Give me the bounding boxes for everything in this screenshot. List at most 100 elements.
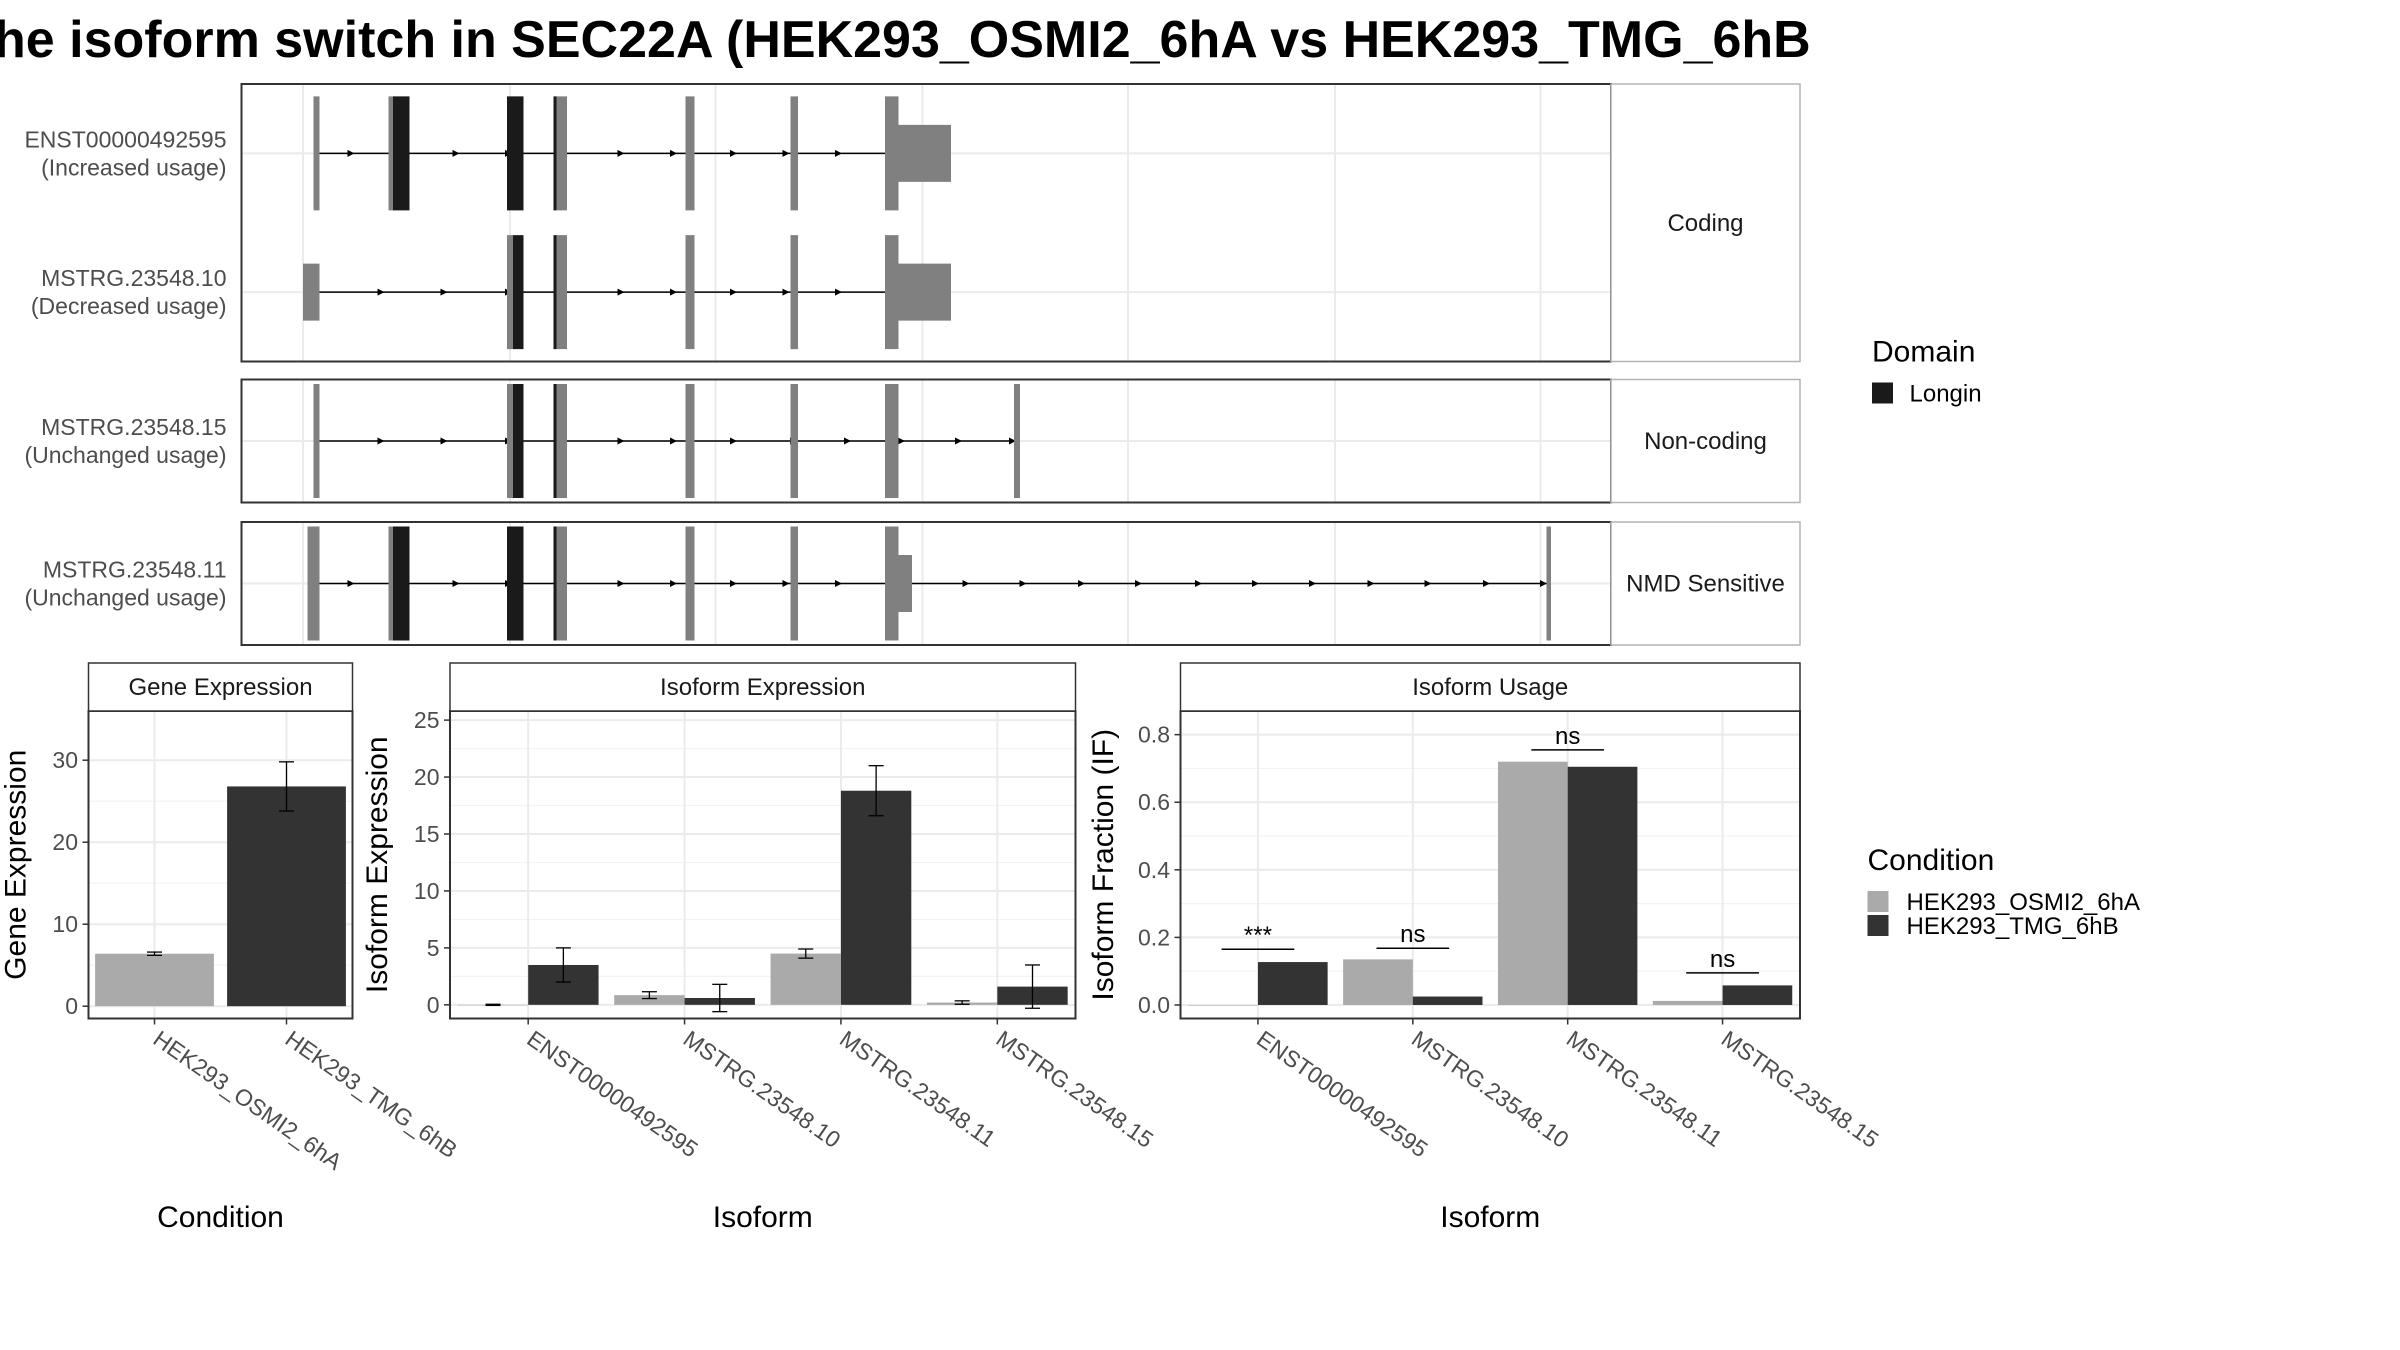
transcript-usage-label: (Decreased usage) bbox=[31, 293, 227, 319]
bar bbox=[770, 953, 841, 1005]
exon-block bbox=[898, 555, 912, 612]
legend-swatch bbox=[1867, 891, 1889, 912]
bar bbox=[614, 995, 685, 1005]
exon-block bbox=[388, 526, 395, 641]
y-axis-title: Gene Expression bbox=[0, 750, 33, 980]
direction-arrow bbox=[835, 149, 842, 157]
direction-arrow bbox=[955, 437, 962, 445]
domain-exon bbox=[513, 235, 524, 350]
y-tick-label: 0 bbox=[427, 992, 440, 1018]
exon-block bbox=[556, 526, 567, 641]
exon-block bbox=[885, 384, 899, 498]
y-tick-label: 0.0 bbox=[1138, 992, 1170, 1018]
exon-block bbox=[303, 263, 320, 321]
direction-arrow bbox=[1367, 580, 1375, 587]
facet-strip bbox=[1610, 83, 1801, 363]
y-tick-label: 20 bbox=[52, 829, 78, 855]
structure-panel: MSTRG.23548.15(Unchanged usage) Non-codin… bbox=[24, 378, 1801, 504]
domain-exon bbox=[513, 384, 524, 498]
direction-arrow bbox=[1078, 580, 1085, 587]
domain-exon bbox=[553, 235, 557, 350]
direction-arrow bbox=[670, 288, 677, 296]
bar bbox=[227, 786, 346, 1007]
direction-arrow bbox=[962, 580, 970, 587]
direction-arrow bbox=[1135, 580, 1142, 587]
y-tick-label: 0 bbox=[65, 993, 78, 1019]
transcript-track bbox=[313, 384, 1020, 498]
domain-exon bbox=[553, 384, 557, 498]
y-axis-title: Isoform Fraction (IF) bbox=[1087, 729, 1120, 1001]
direction-arrow bbox=[1483, 580, 1490, 587]
direction-arrow bbox=[730, 580, 737, 587]
facet-strip-label: Isoform Usage bbox=[1412, 674, 1568, 701]
direction-arrow bbox=[617, 437, 625, 445]
facet-strip-label: NMD Sensitive bbox=[1626, 571, 1785, 598]
x-tick-label: MSTRG.23548.10 bbox=[1407, 1025, 1574, 1153]
exon-block bbox=[685, 526, 695, 641]
x-tick-label: MSTRG.23548.11 bbox=[1562, 1025, 1727, 1152]
bar bbox=[840, 790, 912, 1005]
x-tick-label: ENST00000492595 bbox=[1252, 1025, 1432, 1162]
exon-block bbox=[898, 124, 951, 182]
bar bbox=[1722, 985, 1793, 1005]
direction-arrow bbox=[730, 149, 737, 157]
bar bbox=[1497, 761, 1568, 1005]
exon-block bbox=[685, 96, 695, 211]
y-tick-label: 0.4 bbox=[1138, 857, 1170, 883]
y-tick-label: 15 bbox=[414, 821, 440, 847]
direction-arrow bbox=[1309, 580, 1316, 587]
structure-panel: MSTRG.23548.11(Unchanged usage) NMD Sensi… bbox=[24, 521, 1801, 646]
y-tick-label: 10 bbox=[414, 878, 440, 904]
direction-arrow bbox=[440, 288, 448, 296]
legend-title: Condition bbox=[1868, 844, 1995, 877]
bar bbox=[1343, 959, 1413, 1005]
direction-arrow bbox=[730, 437, 737, 445]
bar bbox=[95, 953, 214, 1007]
direction-arrow bbox=[782, 149, 790, 157]
direction-arrow bbox=[617, 288, 625, 296]
domain-legend: Domain Longin bbox=[1872, 336, 1982, 408]
exon-block bbox=[388, 96, 395, 211]
direction-arrow bbox=[898, 437, 905, 445]
exon-block bbox=[507, 384, 513, 498]
legend-item-label: HEK293_OSMI2_6hA bbox=[1907, 889, 2140, 916]
direction-arrow bbox=[377, 437, 385, 445]
x-tick-label: MSTRG.23548.10 bbox=[679, 1025, 846, 1153]
y-tick-label: 5 bbox=[427, 935, 440, 961]
x-axis-title: Condition bbox=[157, 1201, 284, 1234]
facet-strip bbox=[1610, 521, 1801, 646]
direction-arrow bbox=[347, 149, 355, 157]
exon-block bbox=[1014, 384, 1020, 498]
facet-strip bbox=[449, 662, 1077, 712]
y-tick-label: 20 bbox=[414, 764, 440, 790]
direction-arrow bbox=[452, 149, 460, 157]
y-tick-label: 25 bbox=[414, 707, 440, 733]
direction-arrow bbox=[782, 580, 790, 587]
direction-arrow bbox=[617, 580, 625, 587]
facet-strip-label: Gene Expression bbox=[128, 674, 312, 701]
transcript-track bbox=[303, 235, 951, 350]
exon-block bbox=[556, 384, 567, 498]
direction-arrow bbox=[670, 437, 677, 445]
figure-title: he isoform switch in SEC22A (HEK293_OSMI… bbox=[0, 11, 1811, 69]
facet-strip-label: Coding bbox=[1667, 210, 1743, 237]
exon-block bbox=[685, 384, 695, 498]
bar bbox=[1412, 996, 1483, 1005]
domain-exon bbox=[507, 526, 524, 641]
facet-strip-label: Isoform Expression bbox=[660, 674, 865, 701]
significance-label: ns bbox=[1400, 921, 1425, 948]
y-axis-title: Isoform Expression bbox=[361, 736, 394, 993]
x-tick-label: MSTRG.23548.15 bbox=[1717, 1025, 1884, 1153]
legend-swatch bbox=[1872, 382, 1893, 404]
exon-block bbox=[898, 263, 951, 321]
legend-swatch bbox=[1867, 915, 1889, 936]
significance-label: ns bbox=[1555, 723, 1580, 750]
y-tick-label: 0.2 bbox=[1138, 924, 1170, 950]
direction-arrow bbox=[670, 580, 677, 587]
y-tick-label: 0.8 bbox=[1138, 722, 1170, 748]
exon-block bbox=[790, 235, 798, 350]
direction-arrow bbox=[670, 149, 677, 157]
direction-arrow bbox=[452, 580, 460, 587]
bar-panel: 0.0 0.2 0.4 0.6 0.8 *** ns ns ns Isoform Usage ENS… bbox=[1087, 662, 1884, 1234]
